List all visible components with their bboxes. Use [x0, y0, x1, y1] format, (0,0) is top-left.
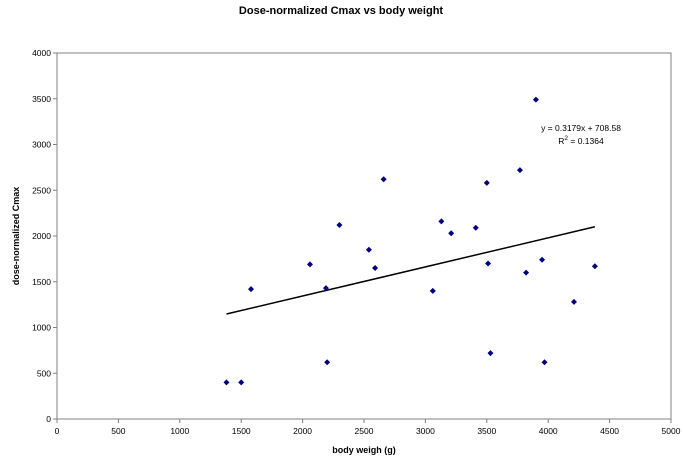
r-squared-prefix: R — [558, 136, 564, 146]
data-point — [223, 379, 230, 386]
data-point — [438, 218, 445, 225]
data-point — [532, 96, 539, 103]
data-point — [485, 260, 492, 267]
chart-title: Dose-normalized Cmax vs body weight — [239, 5, 443, 17]
y-tick-label: 0 — [46, 414, 51, 424]
y-tick-label: 1500 — [32, 277, 51, 287]
plot-area — [56, 52, 672, 420]
data-point — [324, 359, 331, 366]
data-point — [487, 350, 494, 357]
data-point — [472, 224, 479, 231]
data-point — [380, 176, 387, 183]
data-point — [322, 285, 329, 292]
y-tick-label: 3500 — [32, 94, 51, 104]
y-axis-title: dose-normalized Cmax — [11, 187, 21, 286]
x-tick-label: 2500 — [355, 426, 374, 436]
r-squared-value: = 0.1364 — [568, 136, 604, 146]
x-tick-label: 0 — [55, 426, 60, 436]
x-axis-title: body weigh (g) — [332, 445, 396, 455]
y-tick-label: 500 — [37, 368, 51, 378]
x-tick-label: 3500 — [477, 426, 496, 436]
data-point — [248, 286, 255, 293]
x-tick-label: 4500 — [600, 426, 619, 436]
data-point — [306, 261, 313, 268]
r-squared-exponent: 2 — [564, 135, 568, 142]
data-point — [372, 265, 379, 272]
data-point — [570, 298, 577, 305]
x-tick-label: 4000 — [539, 426, 558, 436]
data-point — [448, 230, 455, 237]
y-tick-label: 1000 — [32, 323, 51, 333]
data-point — [541, 359, 548, 366]
data-point — [336, 222, 343, 229]
x-tick-label: 2000 — [293, 426, 312, 436]
y-tick-label: 2000 — [32, 231, 51, 241]
y-tick-label: 2500 — [32, 185, 51, 195]
data-point — [365, 246, 372, 253]
data-point — [483, 179, 490, 186]
data-point — [523, 269, 530, 276]
y-tick-label: 3000 — [32, 140, 51, 150]
data-point — [238, 379, 245, 386]
x-axis-ticks: 0 500 1000 1500 2000 2500 3000 3500 4000 4500 5000 — [55, 419, 681, 436]
data-point — [591, 263, 598, 270]
data-points — [223, 96, 598, 386]
x-tick-label: 1500 — [232, 426, 251, 436]
x-tick-label: 5000 — [662, 426, 681, 436]
r-squared-label: R2 = 0.1364 — [558, 135, 604, 146]
x-tick-label: 3000 — [416, 426, 435, 436]
trendline-equation: y = 0.3179x + 708.58 — [541, 123, 621, 133]
y-tick-label: 4000 — [32, 48, 51, 58]
x-tick-label: 1000 — [170, 426, 189, 436]
trendline — [226, 226, 596, 315]
y-axis-ticks: 0 500 1000 1500 2000 2500 3000 3500 4000 — [32, 48, 57, 424]
data-point — [539, 256, 546, 263]
x-tick-label: 500 — [111, 426, 125, 436]
data-point — [516, 167, 523, 174]
data-point — [429, 287, 436, 294]
